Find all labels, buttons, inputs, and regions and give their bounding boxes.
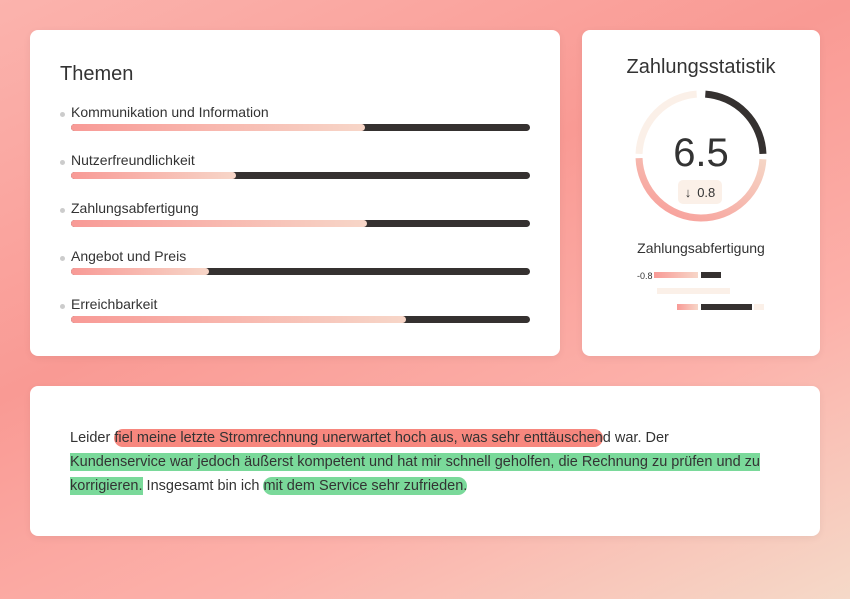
neutral-segment: Leider bbox=[70, 430, 115, 446]
neutral-segment: Insgesamt bin ich bbox=[142, 478, 264, 494]
mini-bar bbox=[701, 304, 752, 310]
review-text: Leider fiel meine letzte Stromrechnung u… bbox=[70, 426, 760, 498]
theme-label: Angebot und Preis bbox=[71, 248, 187, 264]
stats-title: Zahlungsstatistik bbox=[626, 56, 776, 78]
theme-label: Erreichbarkeit bbox=[71, 296, 158, 312]
gauge-arc-pink bbox=[635, 158, 767, 222]
theme-label: Nutzerfreundlichkeit bbox=[71, 152, 195, 168]
positive-segment: mit dem Service sehr zufrieden. bbox=[263, 477, 468, 495]
theme-progress-fill bbox=[71, 172, 237, 179]
neutral-segment: d war. Der bbox=[602, 430, 669, 446]
mini-bar bbox=[677, 304, 698, 310]
score-value: 6.5 bbox=[673, 131, 729, 175]
mini-bar bbox=[657, 288, 730, 294]
review-card: Leider fiel meine letzte Stromrechnung u… bbox=[30, 386, 820, 536]
theme-progress-fill bbox=[71, 268, 209, 275]
mini-chart-label: -0.8 bbox=[637, 271, 653, 281]
bullet-icon bbox=[60, 304, 65, 309]
negative-segment: fiel meine letzte Stromrechnung unerwart… bbox=[114, 429, 603, 447]
stats-subtitle: Zahlungsabfertigung bbox=[637, 240, 765, 256]
gauge-arc-cream bbox=[635, 90, 698, 155]
theme-label: Kommunikation und Information bbox=[71, 104, 269, 120]
bullet-icon bbox=[60, 112, 65, 117]
score-gauge bbox=[635, 90, 767, 222]
bullet-icon bbox=[60, 208, 65, 213]
theme-progress-bar bbox=[71, 268, 530, 275]
theme-progress-fill bbox=[71, 316, 407, 323]
theme-progress-bar bbox=[71, 172, 530, 179]
mini-bar bbox=[654, 272, 698, 278]
bullet-icon bbox=[60, 256, 65, 261]
arrow-down-icon: ↓ bbox=[684, 184, 692, 200]
themes-card: Themen Kommunikation und Information Nut… bbox=[30, 30, 560, 356]
mini-bar bbox=[754, 304, 764, 310]
theme-label: Zahlungsabfertigung bbox=[71, 200, 199, 216]
theme-progress-bar bbox=[71, 124, 530, 131]
bullet-icon bbox=[60, 160, 65, 165]
theme-progress-bar bbox=[71, 220, 530, 227]
themes-title: Themen bbox=[60, 63, 134, 85]
theme-progress-fill bbox=[71, 124, 365, 131]
delta-badge: ↓ 0.8 bbox=[678, 180, 722, 204]
payment-stats-card: Zahlungsstatistik 6.5 ↓ 0.8 Zahlungsabfe… bbox=[582, 30, 820, 356]
mini-bar bbox=[701, 272, 721, 278]
delta-value: 0.8 bbox=[697, 184, 716, 200]
theme-progress-bar bbox=[71, 316, 530, 323]
theme-progress-fill bbox=[71, 220, 368, 227]
gauge-arc-dark bbox=[704, 90, 767, 155]
